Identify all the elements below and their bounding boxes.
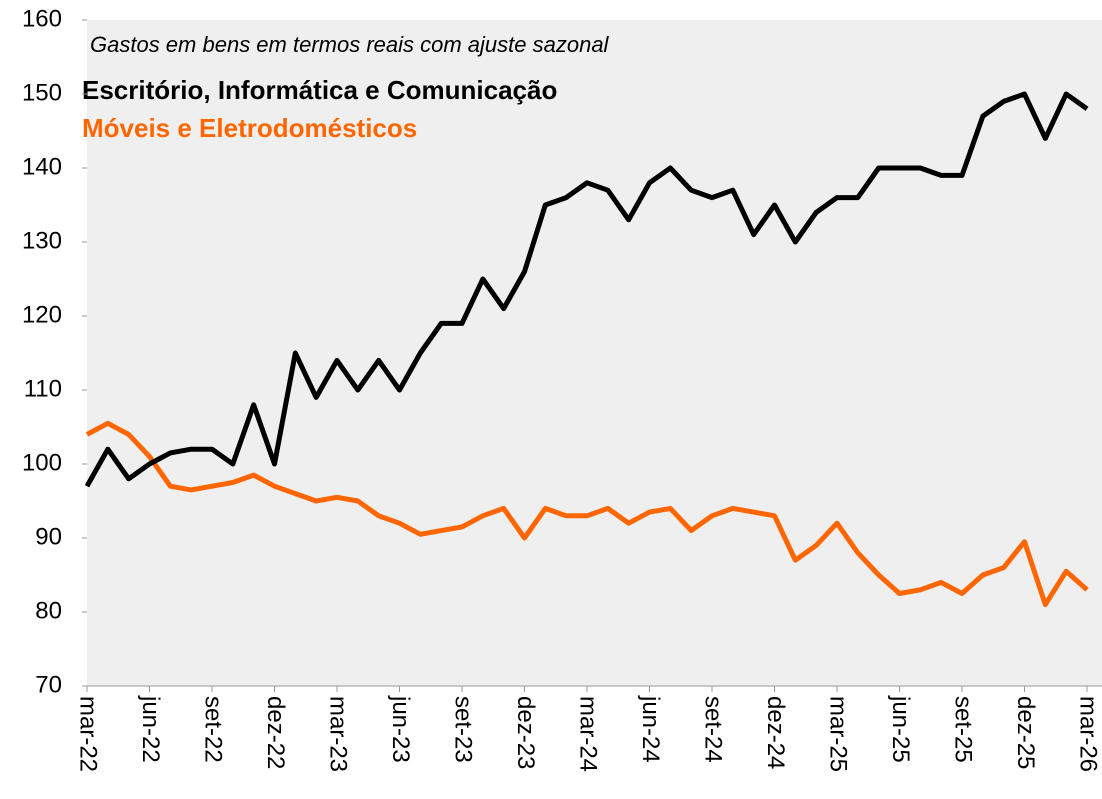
x-tick-label: set-25	[950, 696, 977, 763]
x-tick-label: jun-22	[137, 695, 164, 763]
x-tick-label: set-23	[450, 696, 477, 763]
y-tick-label: 140	[22, 153, 62, 180]
series-line	[85, 420, 1089, 608]
x-tick-label: mar-25	[825, 696, 852, 772]
x-tick-label: set-24	[700, 696, 727, 763]
x-tick-label: dez-22	[262, 696, 289, 769]
y-tick-label: 160	[22, 5, 62, 32]
y-tick-label: 110	[24, 375, 62, 402]
x-tick-label: dez-25	[1012, 696, 1039, 769]
x-tick-label: dez-23	[512, 696, 539, 769]
series-line	[84, 91, 1089, 488]
y-tick-label: 120	[22, 301, 62, 328]
legend-label: Escritório, Informática e Comunicação	[82, 75, 557, 105]
x-tick-label: mar-26	[1075, 696, 1102, 772]
x-tick-label: mar-23	[325, 696, 352, 772]
y-tick-label: 100	[22, 449, 62, 476]
legend-label: Móveis e Eletrodomésticos	[82, 113, 417, 143]
x-tick-label: jun-23	[387, 695, 414, 763]
x-tick-label: mar-22	[75, 696, 102, 772]
y-tick-label: 80	[35, 597, 62, 624]
y-tick-label: 70	[35, 671, 62, 698]
subtitle: Gastos em bens em termos reais com ajust…	[90, 32, 610, 57]
y-tick-label: 150	[22, 79, 62, 106]
x-tick-label: dez-24	[762, 696, 789, 769]
y-tick-label: 90	[35, 523, 62, 550]
x-tick-label: jun-24	[637, 695, 664, 763]
plot-area	[87, 20, 1102, 686]
x-tick-label: jun-25	[887, 695, 914, 763]
y-tick-label: 130	[22, 227, 62, 254]
x-tick-label: set-22	[200, 696, 227, 763]
x-tick-label: mar-24	[575, 696, 602, 772]
